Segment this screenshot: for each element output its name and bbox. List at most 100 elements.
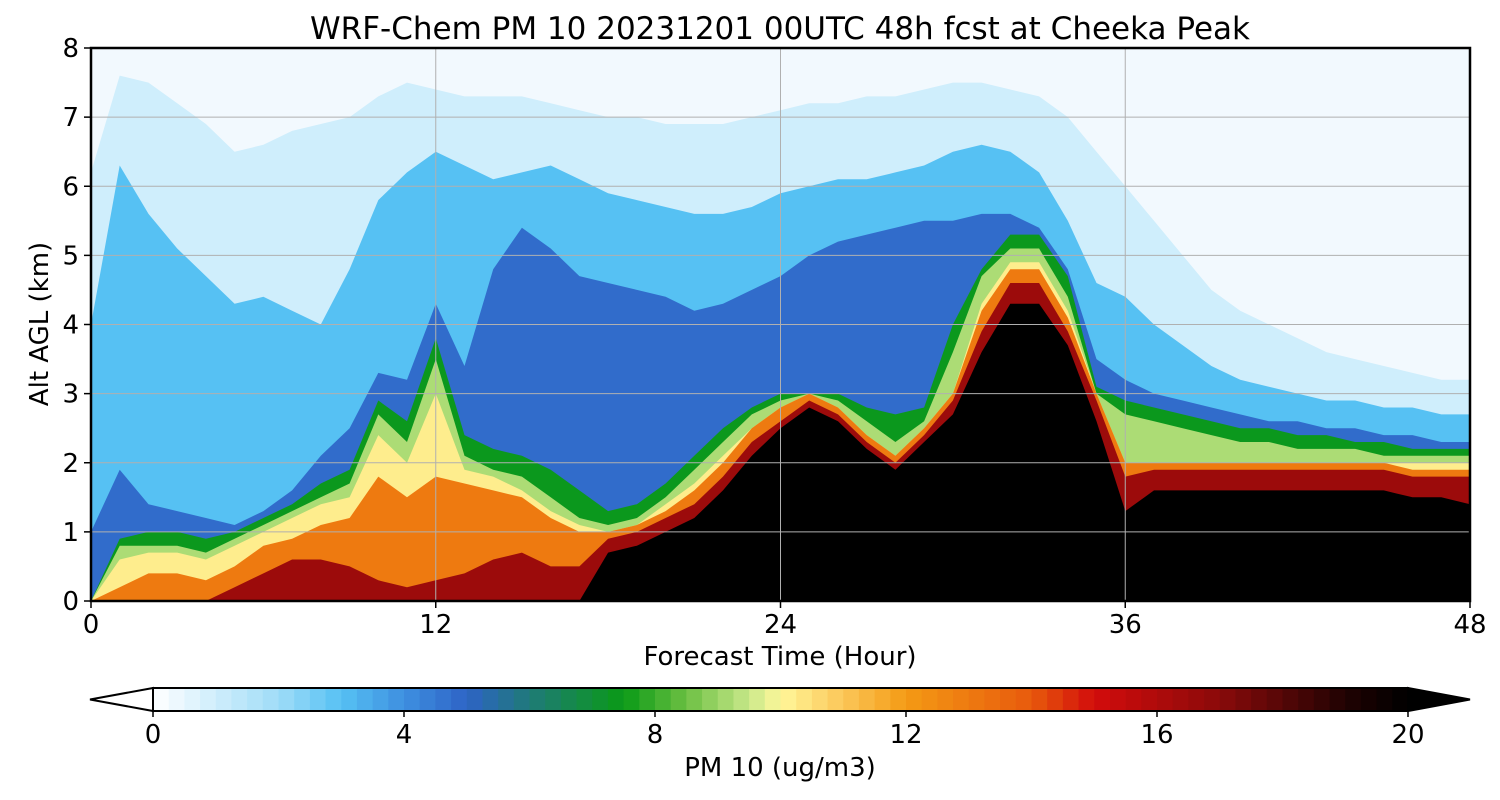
y-tick-label: 2 (62, 449, 79, 479)
y-tick-label: 4 (62, 311, 79, 341)
colorbar-label: PM 10 (ug/m3) (684, 753, 876, 783)
colorbar-segment (968, 688, 986, 711)
x-tick-label: 36 (1109, 610, 1142, 640)
colorbar-segment (247, 688, 264, 711)
colorbar-segment (717, 688, 735, 711)
colorbar-segment (419, 688, 436, 711)
x-tick-label: 0 (83, 610, 100, 640)
x-tick-label: 12 (419, 610, 452, 640)
colorbar-segment (890, 688, 907, 711)
colorbar-segment (200, 688, 217, 711)
colorbar-segment (984, 688, 1001, 711)
x-tick-label: 24 (764, 610, 797, 640)
colorbar-segment (764, 688, 782, 711)
y-tick-label: 6 (62, 172, 79, 202)
colorbar-segment (1015, 688, 1033, 711)
colorbar-segment (1094, 688, 1111, 711)
colorbar-segment (592, 688, 609, 711)
y-tick-label: 5 (62, 241, 79, 271)
colorbar-segment (513, 688, 531, 711)
colorbar-segment (168, 688, 185, 711)
y-tick-label: 3 (62, 380, 79, 410)
colorbar-segment (388, 688, 405, 711)
colorbar-segment (906, 688, 923, 711)
colorbar-segment (1031, 688, 1048, 711)
colorbar-segment (482, 688, 499, 711)
colorbar-segment (1047, 688, 1064, 711)
colorbar-segment (184, 688, 201, 711)
colorbar-tick-label: 4 (396, 720, 413, 750)
colorbar-segment (231, 688, 248, 711)
colorbar-segment (1000, 688, 1017, 711)
y-axis-label: Alt AGL (km) (25, 242, 55, 406)
colorbar-segment (262, 688, 280, 711)
colorbar-extend-high (1407, 686, 1471, 713)
colorbar-tick-label: 12 (889, 720, 922, 750)
colorbar-segment (1329, 688, 1346, 711)
colorbar-segment (325, 688, 342, 711)
colorbar-segment (404, 688, 421, 711)
colorbar-segment (356, 688, 374, 711)
colorbar-segment (1188, 688, 1205, 711)
colorbar-segment (294, 688, 311, 711)
colorbar-segment (498, 688, 515, 711)
colorbar-segment (1141, 688, 1158, 711)
colorbar-segment (749, 688, 766, 711)
colorbar-segment (953, 688, 970, 711)
colorbar-segment (843, 688, 860, 711)
colorbar-segment (1313, 688, 1331, 711)
colorbar-segment (1392, 688, 1409, 711)
colorbar-segment (1235, 688, 1252, 711)
colorbar-segment (937, 688, 954, 711)
colorbar-segment (309, 688, 327, 711)
colorbar-segment (278, 688, 295, 711)
colorbar-segment (529, 688, 546, 711)
colorbar-segment (576, 688, 593, 711)
colorbar-segment (1125, 688, 1142, 711)
chart-title: WRF-Chem PM 10 20231201 00UTC 48h fcst a… (310, 11, 1250, 47)
colorbar-segment (670, 688, 687, 711)
y-tick-label: 1 (62, 518, 79, 548)
colorbar-segment (1078, 688, 1095, 711)
colorbar-segment (702, 688, 719, 711)
colorbar-segment (1266, 688, 1284, 711)
colorbar-segment (451, 688, 468, 711)
colorbar-segment (874, 688, 891, 711)
colorbar-segment (1360, 688, 1378, 711)
colorbar-segment (655, 688, 672, 711)
colorbar-segment (1298, 688, 1315, 711)
colorbar-segment (811, 688, 829, 711)
colorbar-segment (623, 688, 640, 711)
colorbar-segment (1109, 688, 1127, 711)
colorbar: 0 4 8 12 16 20 (89, 686, 1471, 750)
colorbar-segment (1251, 688, 1268, 711)
colorbar-segment (1376, 688, 1393, 711)
colorbar-segment (858, 688, 876, 711)
y-tick-label: 0 (62, 587, 79, 617)
colorbar-segment (827, 688, 844, 711)
x-tick-label: 48 (1453, 610, 1486, 640)
colorbar-segment (780, 688, 797, 711)
x-axis-label: Forecast Time (Hour) (643, 642, 916, 672)
colorbar-segment (686, 688, 703, 711)
colorbar-segment (545, 688, 562, 711)
colorbar-segment (921, 688, 938, 711)
colorbar-segment (1204, 688, 1221, 711)
colorbar-segment (796, 688, 813, 711)
colorbar-tick-label: 16 (1140, 720, 1173, 750)
colorbar-segment (341, 688, 358, 711)
colorbar-segment (215, 688, 233, 711)
colorbar-segment (607, 688, 625, 711)
colorbar-segment (1345, 688, 1362, 711)
colorbar-segment (153, 688, 170, 711)
colorbar-extend-low (89, 686, 154, 713)
colorbar-segment (435, 688, 452, 711)
colorbar-segment (1282, 688, 1299, 711)
y-tick-label: 7 (62, 103, 79, 133)
colorbar-segment (1062, 688, 1080, 711)
colorbar-segment (1172, 688, 1189, 711)
colorbar-frame (152, 687, 1409, 712)
